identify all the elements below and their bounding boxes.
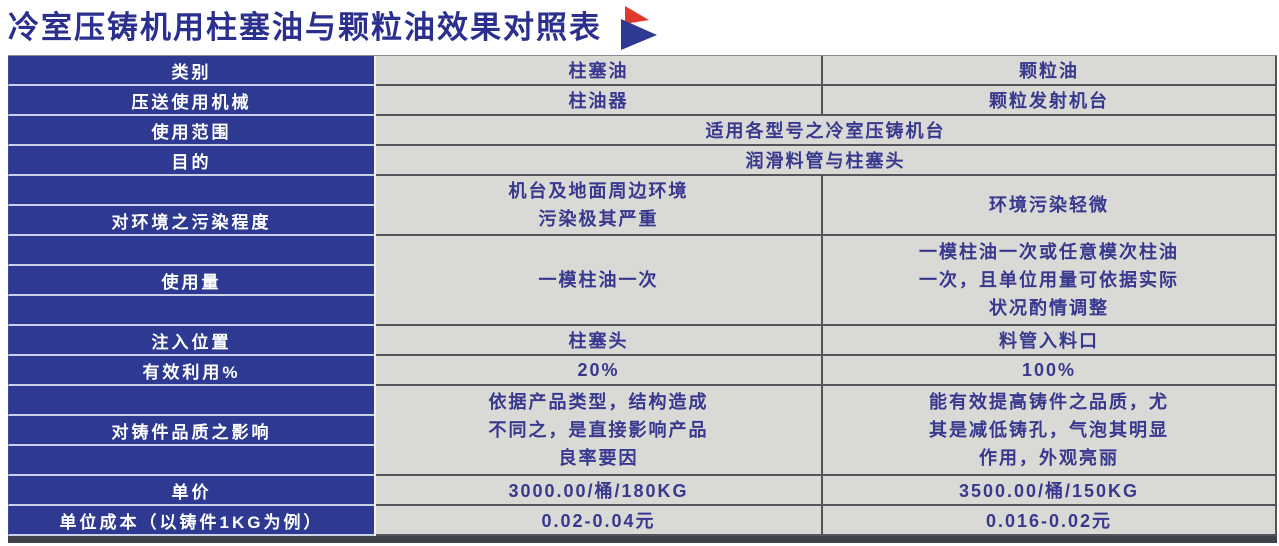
cell-plunger-oil: 柱油器	[376, 86, 823, 116]
cell-granule-oil: 能有效提高铸件之品质，尤 其是减低铸孔，气泡其明显 作用，外观亮丽	[823, 386, 1277, 476]
page-title: 冷室压铸机用柱塞油与颗粒油效果对照表	[8, 10, 602, 45]
cell-text: 一模柱油一次或任意模次柱油	[919, 242, 1179, 262]
table-row-scope: 使用范围 适用各型号之冷室压铸机台	[8, 116, 1277, 146]
label-spacer-bar	[8, 176, 374, 206]
cell-text: 机台及地面周边环境	[508, 181, 689, 201]
table-row-machine: 压送使用机械 柱油器 颗粒发射机台	[8, 86, 1277, 116]
cell-shared: 适用各型号之冷室压铸机台	[376, 116, 1277, 146]
row-label: 对铸件品质之影响	[8, 416, 374, 446]
cell-text: 其是减低铸孔，气泡其明显	[929, 420, 1169, 440]
row-label-text: 单位成本（以铸件1KG为例）	[59, 512, 324, 532]
cell-plunger-oil: 柱塞头	[376, 326, 823, 356]
cell-text: 颗粒发射机台	[989, 91, 1109, 111]
row-label-text: 压送使用机械	[131, 92, 252, 112]
row-label: 对环境之污染程度	[8, 206, 374, 236]
cell-text: 3500.00/桶/150KG	[958, 481, 1140, 501]
cell-plunger-oil: 一模柱油一次	[376, 236, 823, 326]
row-label-text: 对铸件品质之影响	[111, 422, 272, 442]
row-label-text: 类别	[171, 62, 212, 82]
table-bottom-shadow	[8, 536, 1277, 543]
row-label: 注入位置	[8, 326, 374, 356]
cell-text: 100%	[1021, 359, 1077, 380]
cell-granule-oil: 颗粒发射机台	[823, 86, 1277, 116]
table-row-unit-price: 单价 3000.00/桶/180KG 3500.00/桶/150KG	[8, 476, 1277, 506]
cell-granule-oil: 100%	[823, 356, 1277, 386]
row-label: 单价	[8, 476, 374, 506]
cell-text: 3000.00/桶/180KG	[508, 481, 689, 501]
cell-granule-oil: 0.016-0.02元	[823, 506, 1277, 536]
cell-granule-oil: 3500.00/桶/150KG	[823, 476, 1277, 506]
cell-granule-oil: 颗粒油	[823, 56, 1277, 86]
cell-granule-oil: 环境污染轻微	[823, 176, 1277, 236]
label-spacer-bar	[8, 236, 374, 266]
label-spacer-bar	[8, 386, 374, 416]
cell-text: 状况酌情调整	[989, 298, 1109, 318]
row-label-text: 单价	[171, 482, 212, 502]
table-row-purpose: 目的 润滑料管与柱塞头	[8, 146, 1277, 176]
row-label: 目的	[8, 146, 374, 176]
cell-text: 柱塞头	[568, 331, 629, 351]
row-label: 单位成本（以铸件1KG为例）	[8, 506, 374, 536]
cell-text: 良率要因	[558, 448, 639, 468]
cell-text: 环境污染轻微	[989, 195, 1109, 215]
table-row-efficiency: 有效利用% 20% 100%	[8, 356, 1277, 386]
cell-plunger-oil: 3000.00/桶/180KG	[376, 476, 823, 506]
table-row-unit-cost: 单位成本（以铸件1KG为例） 0.02-0.04元 0.016-0.02元	[8, 506, 1277, 536]
title-bar: 冷室压铸机用柱塞油与颗粒油效果对照表	[0, 0, 1279, 55]
cell-text: 污染极其严重	[538, 209, 659, 229]
cell-text: 0.016-0.02元	[985, 511, 1113, 531]
cell-text: 一次，且单位用量可依据实际	[919, 270, 1179, 290]
cell-text: 柱油器	[568, 91, 629, 111]
comparison-table: 类别 柱塞油 颗粒油 压送使用机械 柱油器 颗粒发射机台 使用范围 适用各型号之…	[8, 55, 1277, 536]
cell-plunger-oil: 0.02-0.04元	[376, 506, 823, 536]
cell-plunger-oil: 机台及地面周边环境 污染极其严重	[376, 176, 823, 236]
cell-shared: 润滑料管与柱塞头	[376, 146, 1277, 176]
row-label-text: 使用范围	[151, 122, 232, 142]
table-row-category: 类别 柱塞油 颗粒油	[8, 56, 1277, 86]
table-row-usage: 使用量 一模柱油一次 一模柱油一次或任意模次柱油 一次，且单位用量可依据实际 状…	[8, 236, 1277, 326]
cell-text: 不同之，是直接影响产品	[488, 420, 709, 440]
cell-plunger-oil: 依据产品类型，结构造成 不同之，是直接影响产品 良率要因	[376, 386, 823, 476]
row-label: 使用范围	[8, 116, 374, 146]
row-label-text: 注入位置	[151, 332, 232, 352]
cell-text: 颗粒油	[1019, 61, 1079, 81]
cell-plunger-oil: 20%	[376, 356, 823, 386]
cell-text: 0.02-0.04元	[541, 511, 656, 531]
table-row-quality-impact: 对铸件品质之影响 依据产品类型，结构造成 不同之，是直接影响产品 良率要因 能有…	[8, 386, 1277, 476]
cell-text: 能有效提高铸件之品质，尤	[929, 392, 1169, 412]
row-label-text: 使用量	[161, 272, 222, 292]
row-label-text: 对环境之污染程度	[111, 212, 272, 232]
row-label: 有效利用%	[8, 356, 374, 386]
label-spacer-bar	[8, 296, 374, 326]
cell-text: 柱塞油	[568, 61, 629, 81]
table-row-pollution: 对环境之污染程度 机台及地面周边环境 污染极其严重 环境污染轻微	[8, 176, 1277, 236]
row-label: 压送使用机械	[8, 86, 374, 116]
cell-text: 一模柱油一次	[538, 270, 659, 290]
label-spacer-bar	[8, 446, 374, 476]
table-row-inject-position: 注入位置 柱塞头 料管入料口	[8, 326, 1277, 356]
cell-text: 20%	[577, 359, 620, 380]
cell-granule-oil: 一模柱油一次或任意模次柱油 一次，且单位用量可依据实际 状况酌情调整	[823, 236, 1277, 326]
cell-text: 作用，外观亮丽	[979, 448, 1119, 468]
cell-granule-oil: 料管入料口	[823, 326, 1277, 356]
cell-text: 依据产品类型，结构造成	[488, 392, 709, 412]
forward-arrow-icon	[621, 5, 657, 50]
cell-text: 适用各型号之冷室压铸机台	[705, 121, 946, 141]
cell-plunger-oil: 柱塞油	[376, 56, 823, 86]
cell-text: 润滑料管与柱塞头	[745, 151, 906, 171]
row-label: 类别	[8, 56, 374, 86]
row-label: 使用量	[8, 266, 374, 296]
row-label-text: 目的	[171, 152, 212, 172]
row-label-text: 有效利用%	[142, 362, 241, 382]
cell-text: 料管入料口	[999, 331, 1099, 351]
